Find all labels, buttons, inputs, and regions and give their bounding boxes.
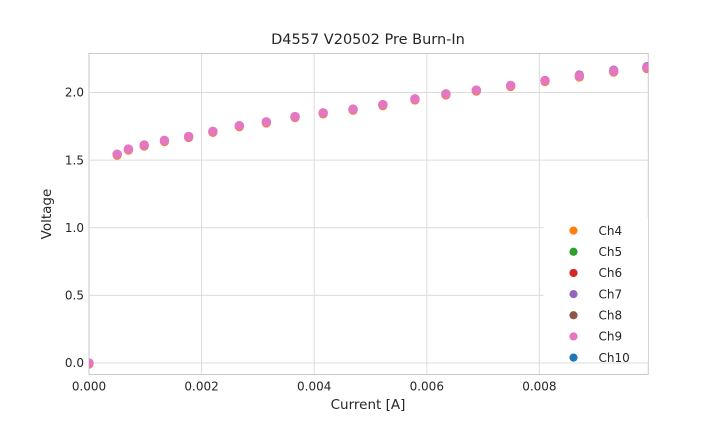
y-tick-label: 2.0 bbox=[65, 86, 84, 100]
data-point bbox=[208, 126, 218, 137]
data-point bbox=[540, 75, 550, 86]
y-tick-label: 0.5 bbox=[65, 289, 84, 303]
data-point bbox=[410, 94, 420, 104]
data-point bbox=[139, 140, 149, 150]
data-point bbox=[234, 120, 245, 131]
data-point bbox=[123, 144, 134, 154]
data-point bbox=[290, 111, 300, 122]
x-tick-label: 0.006 bbox=[410, 380, 444, 394]
x-axis-label: Current [A] bbox=[331, 397, 406, 413]
legend-label: Ch4 bbox=[599, 224, 623, 238]
data-point bbox=[112, 149, 122, 160]
legend-label: Ch6 bbox=[599, 266, 623, 280]
chart-title: D4557 V20502 Pre Burn-In bbox=[271, 32, 465, 48]
legend-marker bbox=[569, 268, 578, 278]
legend-marker bbox=[569, 311, 578, 320]
x-tick-label: 0.000 bbox=[72, 380, 106, 394]
data-point bbox=[471, 85, 482, 95]
legend-label: Ch5 bbox=[599, 245, 623, 259]
legend-label: Ch8 bbox=[599, 308, 623, 322]
legend-label: Ch10 bbox=[599, 351, 630, 365]
data-point bbox=[159, 135, 170, 146]
legend-label: Ch9 bbox=[599, 330, 623, 344]
legend-marker bbox=[569, 332, 578, 341]
grid-layer bbox=[88, 53, 649, 375]
data-point bbox=[183, 131, 194, 142]
x-tick-label: 0.008 bbox=[522, 380, 556, 394]
x-tick-label: 0.002 bbox=[184, 380, 218, 394]
tick-labels-layer: 0.000 0.002 0.004 0.006 0.008 0.0 0.5 1.0 1.5 2.0 bbox=[65, 86, 557, 394]
data-point bbox=[441, 89, 451, 99]
data-point bbox=[318, 108, 328, 118]
y-axis-label: Voltage bbox=[39, 189, 55, 240]
data-point bbox=[348, 104, 358, 115]
legend-marker bbox=[569, 247, 578, 256]
data-point bbox=[608, 66, 619, 76]
data-points-layer bbox=[89, 61, 649, 369]
data-point bbox=[89, 358, 94, 368]
data-point bbox=[642, 62, 649, 73]
y-tick-label: 0.0 bbox=[65, 356, 84, 370]
legend-background bbox=[543, 218, 648, 362]
legend-marker bbox=[569, 290, 578, 299]
data-point bbox=[261, 117, 272, 127]
legend-label: Ch7 bbox=[599, 287, 623, 301]
data-point bbox=[574, 71, 585, 81]
plot-area-border bbox=[88, 53, 649, 375]
data-point bbox=[505, 80, 516, 91]
legend-marker bbox=[569, 226, 578, 235]
legend: Ch4 Ch5 Ch6 Ch7 Ch8 Ch9 Ch10 bbox=[543, 218, 648, 365]
data-point bbox=[378, 99, 388, 110]
y-tick-label: 1.5 bbox=[65, 153, 84, 167]
x-tick-label: 0.004 bbox=[297, 380, 331, 394]
y-tick-label: 1.0 bbox=[65, 221, 84, 235]
legend-marker bbox=[569, 353, 578, 362]
